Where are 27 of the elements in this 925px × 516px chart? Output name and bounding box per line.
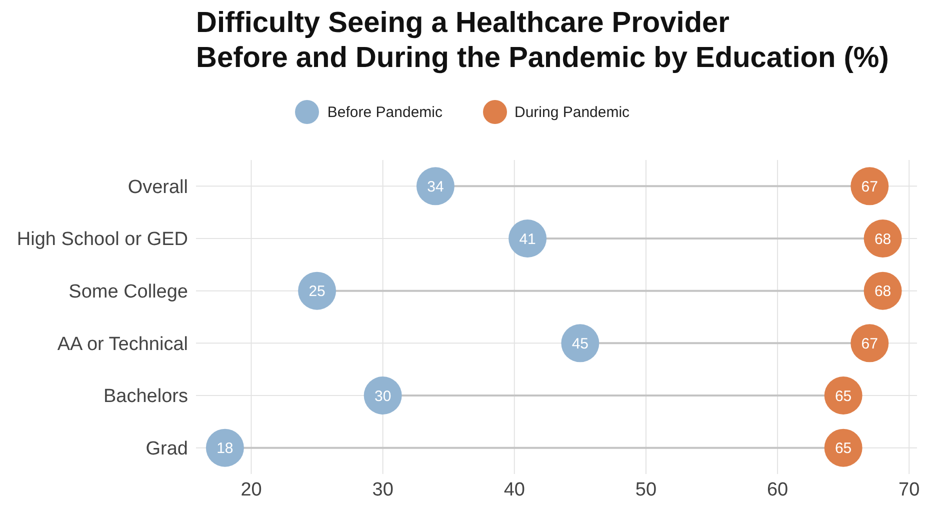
data-label: 67	[861, 335, 878, 352]
data-label: 68	[874, 283, 892, 300]
y-tick-label: AA or Technical	[57, 334, 188, 355]
y-tick-label: High School or GED	[16, 229, 188, 250]
data-label: 65	[834, 440, 852, 458]
data-label: 68	[874, 230, 892, 248]
x-tick-label: 20	[240, 479, 262, 500]
data-label: 45	[572, 335, 589, 352]
chart-title: Difficulty Seeing a Healthcare Provider Before and During the Pandemic by Education (%)	[196, 6, 889, 76]
data-label: 30	[374, 388, 392, 405]
y-tick-label: Bachelors	[104, 386, 188, 408]
y-tick-label: Some College	[68, 282, 188, 303]
data-label: 41	[519, 230, 536, 248]
data-label: 34	[427, 178, 444, 196]
y-tick-label: Overall	[128, 176, 188, 198]
y-tick-label: Grad	[146, 438, 188, 460]
data-label: 67	[861, 178, 878, 196]
legend-label: During Pandemic	[514, 104, 630, 120]
x-tick-label: 50	[635, 479, 657, 500]
x-tick-label: 30	[372, 479, 394, 500]
x-tick-label: 70	[898, 479, 920, 500]
x-tick-label: 40	[504, 479, 525, 500]
data-label: 18	[216, 440, 234, 458]
x-tick-label: 60	[766, 479, 788, 500]
data-label: 25	[308, 283, 326, 300]
data-label: 65	[834, 388, 852, 405]
legend-label: Before Pandemic	[327, 104, 442, 120]
